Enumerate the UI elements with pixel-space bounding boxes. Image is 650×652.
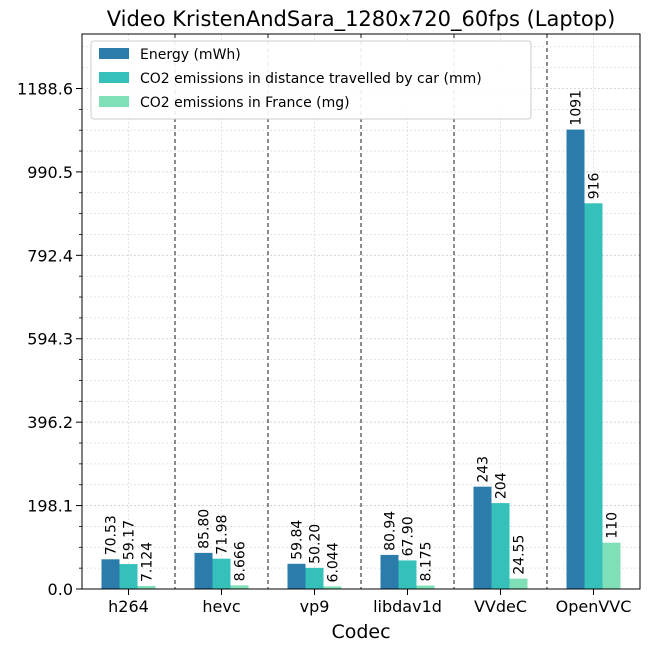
bar: [491, 503, 510, 589]
legend: [90, 40, 532, 120]
bar-value-label: 59.84: [290, 520, 306, 560]
bar-value-label: 1091: [569, 90, 585, 126]
bar-value-label: 24.55: [512, 535, 528, 575]
bar: [137, 586, 156, 589]
bar-value-label: 8.175: [419, 541, 435, 581]
bar: [566, 129, 585, 589]
x-tick-label: VVdeC: [474, 597, 527, 616]
bar: [416, 585, 435, 589]
x-axis-label: Codec: [331, 621, 390, 643]
bar-value-label: 71.98: [215, 515, 231, 555]
bar: [305, 567, 324, 589]
legend-swatch: [99, 72, 129, 83]
bar: [473, 486, 492, 589]
legend-swatch: [99, 48, 129, 59]
legend-label: Energy (mWh): [140, 47, 241, 63]
bar-value-label: 6.044: [326, 542, 342, 582]
bar: [119, 564, 138, 589]
bar-value-label: 67.90: [401, 516, 417, 556]
legend-label: CO2 emissions in France (mg): [140, 95, 350, 111]
x-tick-label: hevc: [202, 597, 240, 616]
bar: [398, 560, 417, 589]
y-tick-label: 198.1: [27, 497, 73, 516]
legend-swatch: [99, 96, 129, 107]
legend-label: CO2 emissions in distance travelled by c…: [140, 71, 482, 87]
bar-value-label: 50.20: [308, 524, 324, 564]
bar-value-label: 70.53: [104, 515, 120, 555]
bar: [101, 559, 120, 589]
bar: [287, 563, 306, 589]
x-tick-label: OpenVVC: [556, 597, 632, 616]
y-tick-label: 990.5: [27, 163, 73, 182]
plot-area: 70.53 85.80 59.84 80.94 243 1091 59.17 71.98 50.…: [17, 33, 641, 616]
bar-value-label: 916: [587, 172, 603, 199]
bar-value-label: 8.666: [233, 541, 249, 581]
y-tick-label: 0.0: [48, 580, 73, 599]
bar-value-label: 243: [476, 456, 492, 483]
bar-value-label: 204: [494, 472, 510, 499]
bar: [323, 586, 342, 589]
bar: [194, 552, 213, 589]
bar: [212, 558, 231, 589]
bar: [602, 542, 621, 589]
y-tick-label: 396.2: [27, 413, 73, 432]
bar: [584, 203, 603, 589]
x-tick-label: h264: [108, 597, 149, 616]
y-tick-label: 1188.6: [17, 79, 73, 98]
y-tick-label: 594.3: [27, 330, 73, 349]
bar-value-label: 110: [605, 512, 621, 539]
bar-value-label: 7.124: [140, 542, 156, 582]
bar-value-label: 85.80: [197, 509, 213, 549]
chart-title: Video KristenAndSara_1280x720_60fps (Lap…: [107, 7, 616, 32]
bar-value-label: 59.17: [122, 520, 138, 560]
x-tick-label: vp9: [300, 597, 330, 616]
bar: [380, 554, 399, 589]
bar-value-label: 80.94: [383, 511, 399, 551]
y-tick-label: 792.4: [27, 246, 73, 265]
bar: [509, 578, 528, 589]
plot-frame: [81, 33, 641, 590]
x-tick-label: libdav1d: [373, 597, 442, 616]
bar: [230, 585, 249, 589]
